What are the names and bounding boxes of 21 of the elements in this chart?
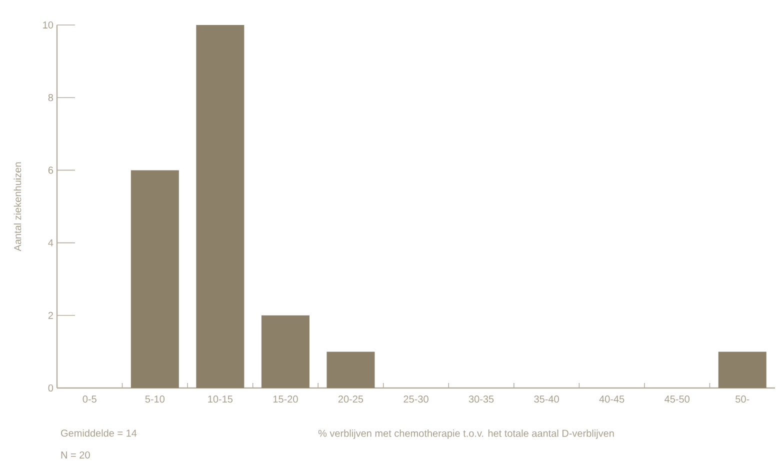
x-tick-label: 5-10	[145, 396, 165, 403]
y-tick-label: 10	[43, 21, 54, 29]
x-tick-label: 50-	[736, 396, 750, 403]
x-tick-label: 35-40	[534, 396, 559, 403]
y-tick-label: 0	[48, 384, 54, 392]
y-tick-label: 4	[48, 239, 54, 246]
text: Gemiddelde = 14	[61, 429, 137, 437]
y-tick-label: 8	[48, 94, 54, 102]
x-tick-label: 15-20	[273, 396, 298, 403]
x-tick-label: 0-5	[82, 396, 96, 403]
x-tick-label: 30-35	[468, 396, 494, 403]
y-tick-label: 6	[48, 166, 54, 174]
x-tick-label: 45-50	[664, 396, 690, 403]
x-tick-label: 40-45	[599, 396, 624, 403]
y-axis-title: Aantal ziekenhuizen	[14, 162, 22, 252]
x-axis-title: % verblijven met chemotherapie t.o.v. het totale aantal D-verblijven	[318, 430, 614, 439]
text: N = 20	[61, 451, 90, 459]
x-tick-label: 10-15	[208, 396, 233, 403]
x-tick-label: 25-30	[404, 396, 428, 403]
x-tick-label: 20-25	[338, 396, 364, 403]
y-tick-label: 2	[48, 312, 53, 319]
